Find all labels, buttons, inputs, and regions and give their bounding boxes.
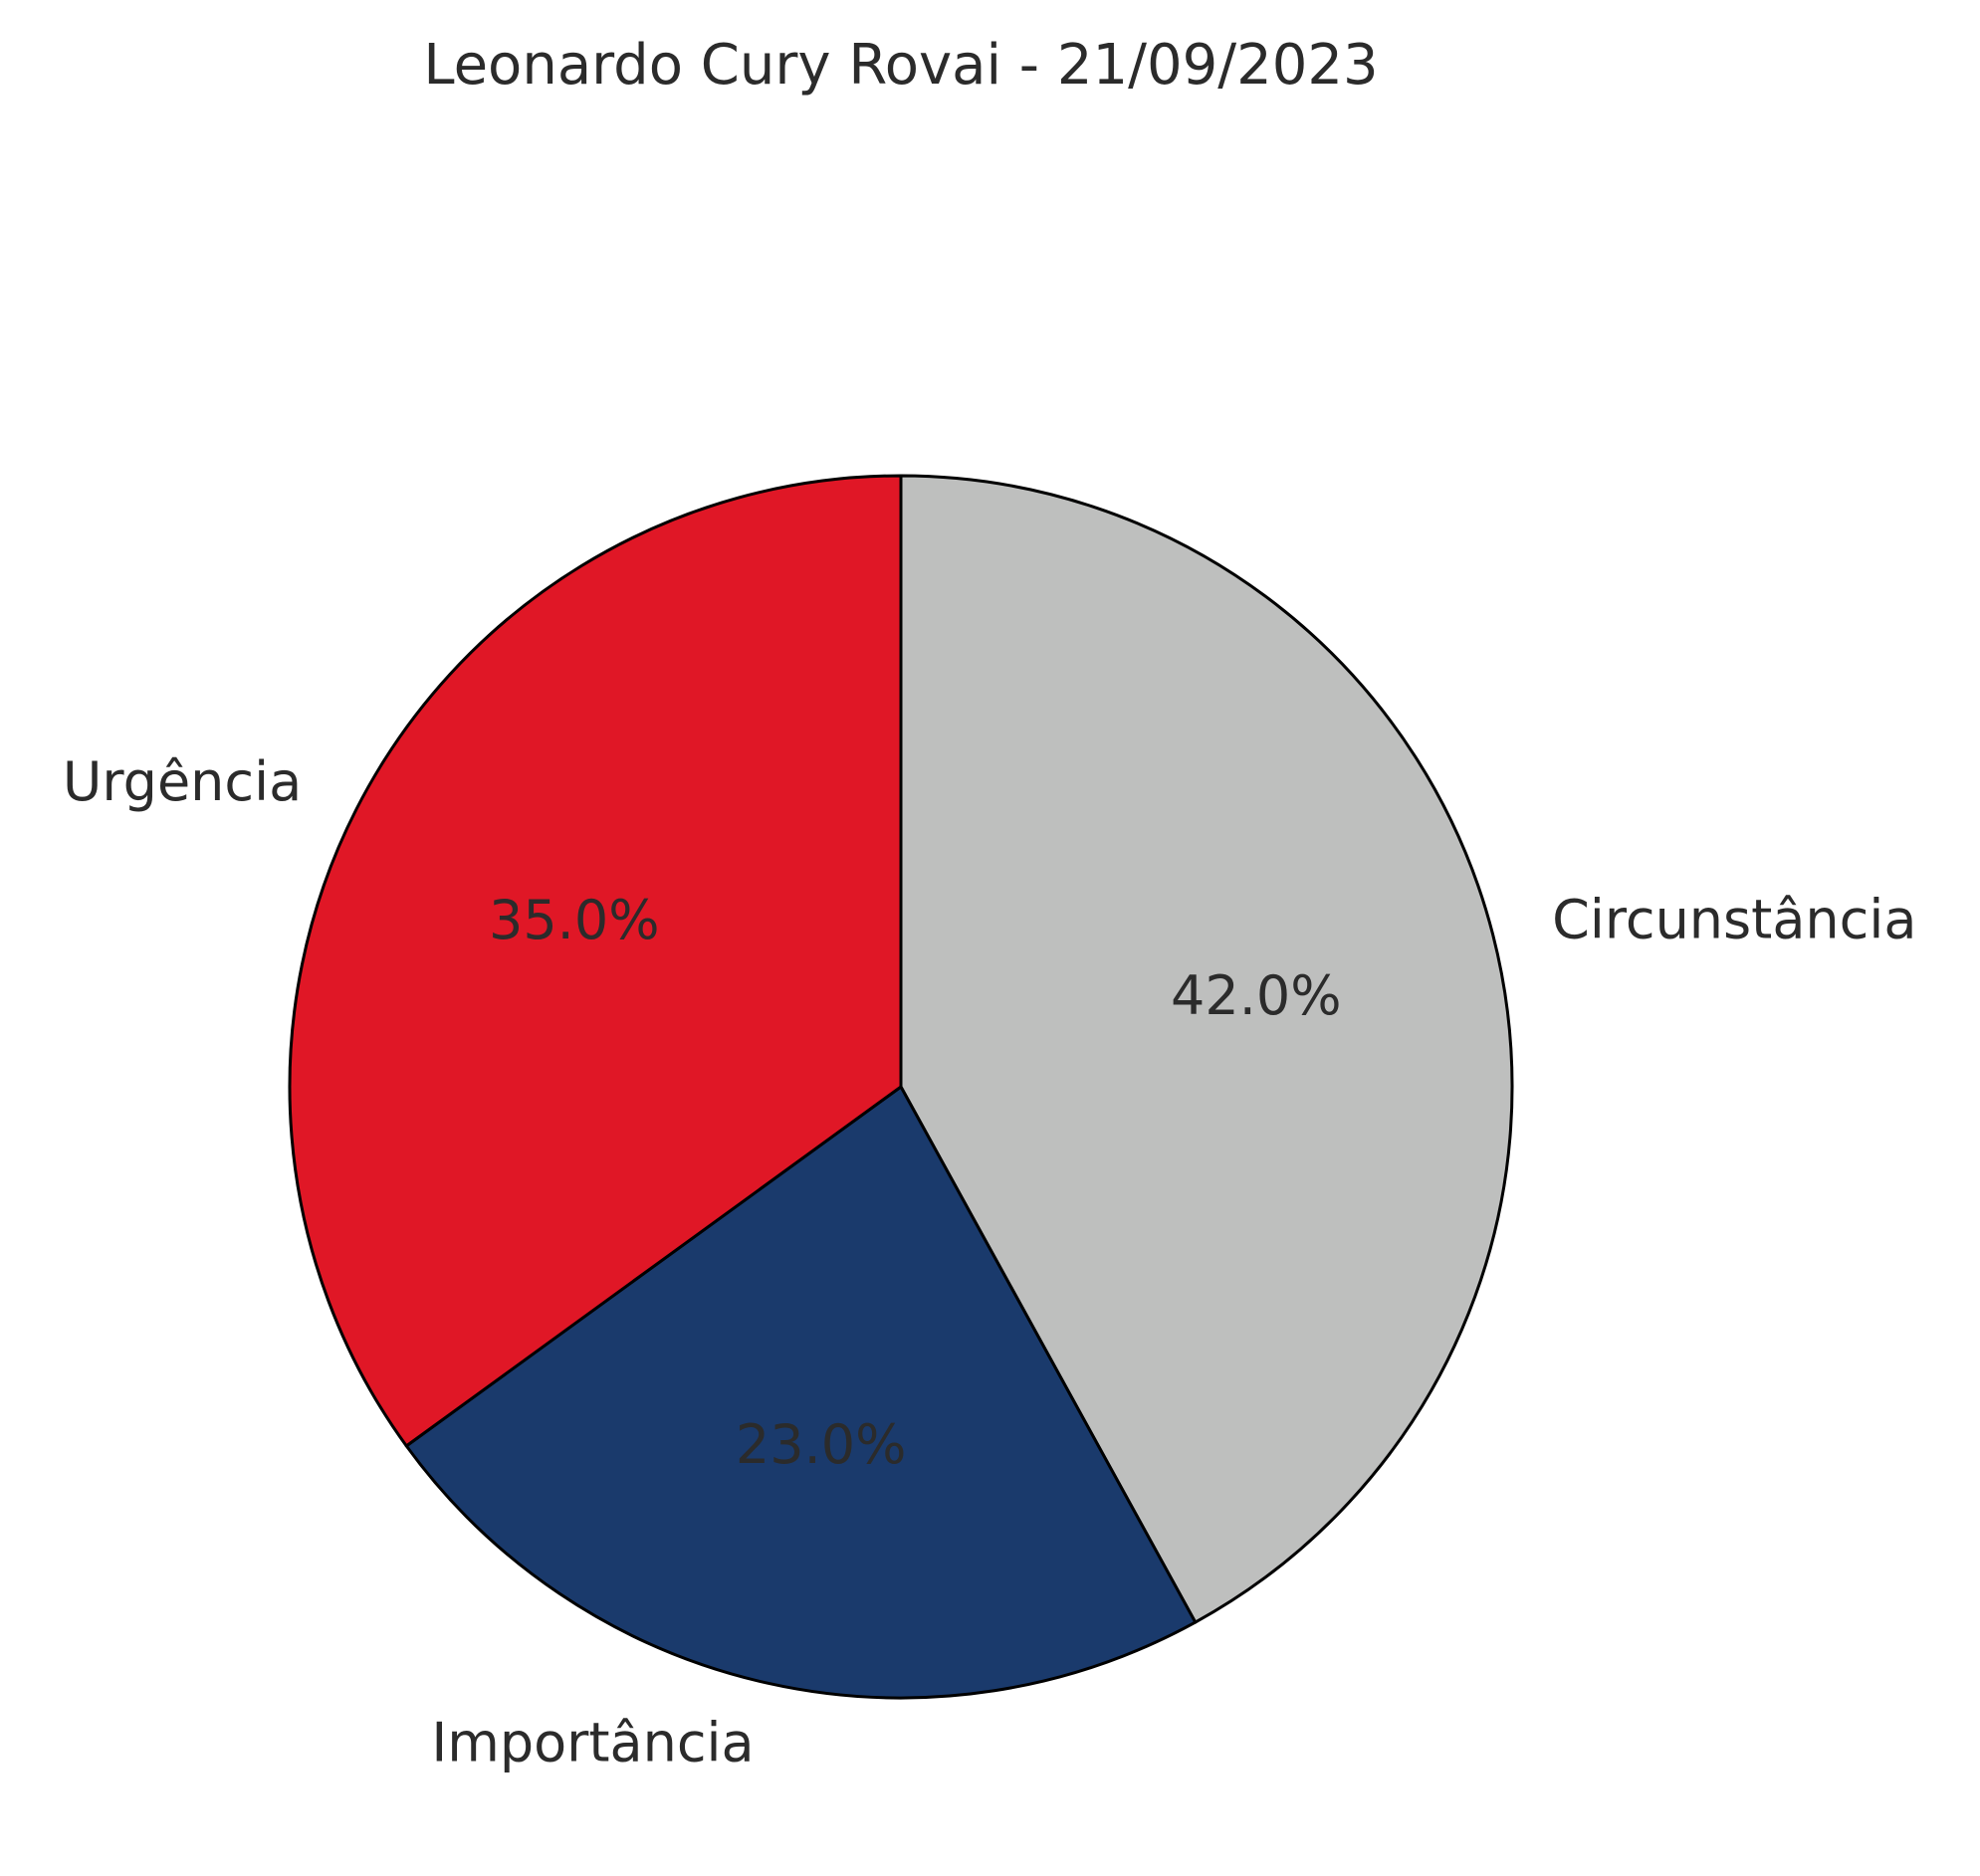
- slice-label-urgencia: Urgência: [63, 750, 302, 813]
- chart-title: Leonardo Cury Rovai - 21/09/2023: [423, 33, 1378, 98]
- pie-slice-importancia: [404, 1085, 1198, 1700]
- slice-label-importancia: Importância: [431, 1712, 754, 1774]
- pct-label-urgencia: 35.0%: [489, 889, 660, 951]
- pct-label-importancia: 23.0%: [736, 1413, 907, 1476]
- pie-slices: [288, 474, 1514, 1700]
- pie-slice-circunstancia: [899, 474, 1514, 1624]
- pie-slice-urgencia: [288, 474, 903, 1448]
- pct-label-circunstancia: 42.0%: [1171, 964, 1342, 1027]
- slice-label-circunstancia: Circunstância: [1552, 889, 1916, 951]
- pie-labels: 42.0% Circunstância 23.0% Importância 35.0% U…: [63, 750, 1917, 1774]
